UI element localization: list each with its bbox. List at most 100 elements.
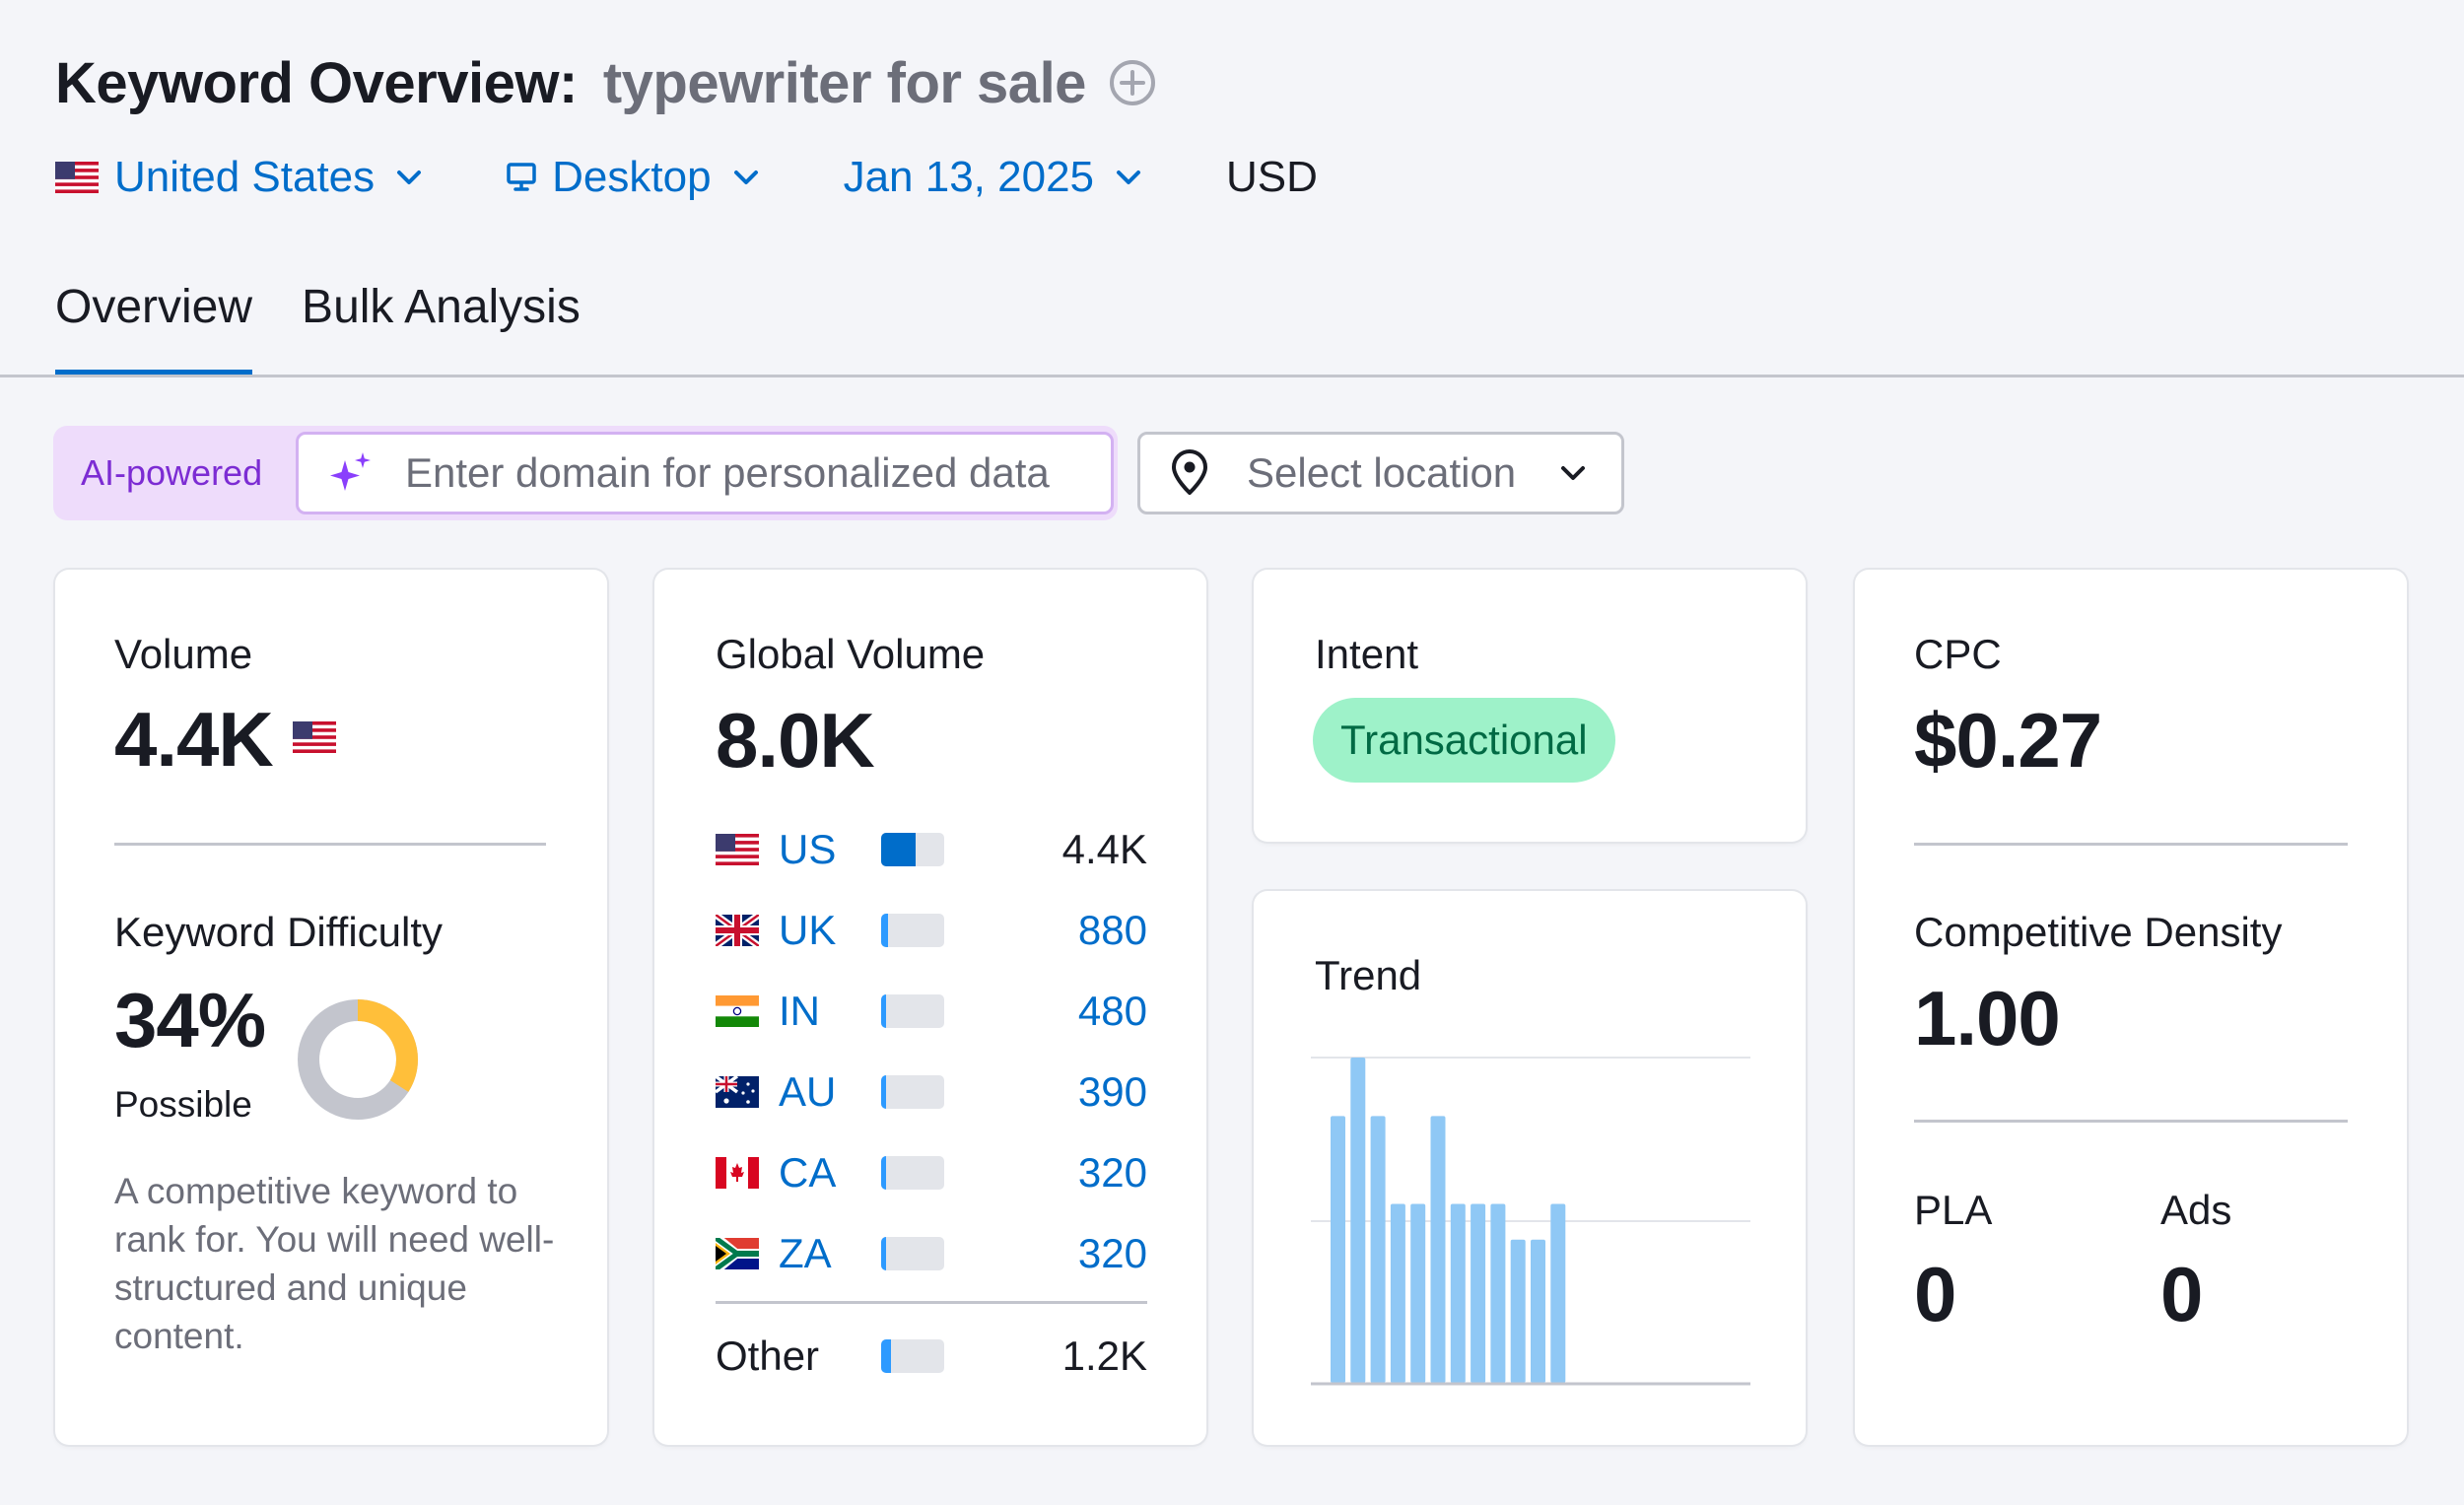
share-bar: [881, 1075, 944, 1109]
trend-bar[interactable]: [1410, 1203, 1426, 1384]
share-bar: [881, 994, 944, 1028]
date-filter[interactable]: Jan 13, 2025: [844, 153, 1143, 202]
global-volume-row-us[interactable]: US 4.4K: [716, 824, 1147, 875]
trend-bar[interactable]: [1510, 1239, 1526, 1383]
trend-bar[interactable]: [1531, 1239, 1545, 1383]
volume-label: Volume: [114, 631, 253, 677]
page-title: Keyword Overview:: [55, 50, 578, 115]
country-filter-label: United States: [114, 153, 376, 201]
location-pin-icon: [1166, 449, 1213, 497]
chevron-down-icon: [394, 168, 424, 187]
trend-bar[interactable]: [1471, 1203, 1486, 1384]
desktop-icon: [507, 163, 536, 192]
trend-bar[interactable]: [1430, 1116, 1446, 1383]
global-volume-row-au[interactable]: AU 390: [716, 1066, 1147, 1118]
uk-flag-icon: [716, 915, 759, 946]
tab-divider: [0, 375, 2464, 377]
share-bar-fill: [881, 1237, 886, 1270]
country-volume: 4.4K: [1061, 826, 1147, 872]
keyword-difficulty-description: A competitive keyword to rank for. You w…: [114, 1171, 555, 1356]
trend-bar[interactable]: [1490, 1203, 1506, 1384]
keyword-difficulty-level: Possible: [114, 1084, 252, 1125]
tab-bar: Overview Bulk Analysis: [55, 280, 630, 376]
country-volume[interactable]: 320: [1077, 1149, 1147, 1196]
au-flag-icon: [716, 1076, 759, 1108]
cpc-card: [1855, 570, 2407, 1445]
global-volume-value: 8.0K: [716, 697, 875, 784]
plus-circle-icon[interactable]: [1108, 58, 1157, 107]
za-flag-icon: [716, 1238, 759, 1269]
trend-bar[interactable]: [1450, 1203, 1466, 1384]
donut-arc: [298, 999, 418, 1120]
trend-bar[interactable]: [1331, 1116, 1345, 1383]
page-header: Keyword Overview: typewriter for sale: [55, 43, 1157, 122]
global-volume-divider: [716, 1301, 1147, 1304]
volume-value: 4.4K: [114, 695, 274, 783]
share-bar-fill: [881, 1156, 886, 1190]
intent-badge: Transactional: [1313, 698, 1615, 783]
us-flag-icon: [716, 834, 759, 865]
country-code: IN: [779, 988, 820, 1034]
location-select-placeholder: Select location: [1247, 449, 1517, 496]
country-volume[interactable]: 320: [1077, 1230, 1147, 1276]
keyword-difficulty-donut: [298, 999, 418, 1120]
cpc-label: CPC: [1914, 631, 2002, 677]
us-flag-icon: [55, 162, 99, 193]
cpc-value: $0.27: [1914, 697, 2102, 784]
domain-input-placeholder: Enter domain for personalized data: [405, 449, 1050, 496]
ai-powered-badge: AI-powered: [81, 452, 263, 493]
chevron-down-icon: [1114, 168, 1143, 187]
date-filter-label: Jan 13, 2025: [843, 153, 1095, 201]
global-volume-row-za[interactable]: ZA 320: [716, 1228, 1147, 1279]
keyword-difficulty-value: 34%: [114, 977, 266, 1063]
country-code: UK: [779, 907, 837, 953]
tab-overview[interactable]: Overview: [55, 280, 253, 376]
pla-label: PLA: [1914, 1187, 1993, 1233]
ca-flag-icon: [716, 1157, 759, 1189]
competitive-density-label: Competitive Density: [1914, 909, 2283, 955]
global-volume-label: Global Volume: [716, 631, 986, 677]
domain-input[interactable]: Enter domain for personalized data: [296, 432, 1114, 514]
keyword-difficulty-label: Keyword Difficulty: [114, 909, 444, 955]
country-volume[interactable]: 480: [1077, 988, 1147, 1034]
currency-label: USD: [1226, 153, 1318, 201]
share-bar-fill: [881, 994, 886, 1028]
global-volume-row-other: Other 1.2K: [716, 1331, 1147, 1382]
volume-value-row: 4.4K: [114, 690, 336, 788]
sparkle-icon: [324, 446, 377, 500]
country-volume[interactable]: 390: [1077, 1068, 1147, 1115]
country-code: CA: [779, 1149, 837, 1196]
device-filter-label: Desktop: [552, 153, 712, 201]
location-select[interactable]: Select location: [1137, 432, 1624, 514]
trend-bar[interactable]: [1390, 1203, 1405, 1384]
global-volume-row-uk[interactable]: UK 880: [716, 905, 1147, 956]
share-bar-fill: [881, 1339, 891, 1373]
ads-label: Ads: [2160, 1187, 2232, 1233]
device-filter[interactable]: Desktop: [507, 153, 760, 202]
country-code: US: [779, 826, 837, 872]
trend-bar[interactable]: [1370, 1116, 1386, 1383]
tab-bulk-analysis[interactable]: Bulk Analysis: [302, 281, 581, 333]
volume-divider: [114, 843, 546, 846]
share-bar: [881, 833, 944, 866]
trend-bar[interactable]: [1550, 1203, 1566, 1384]
country-filter[interactable]: United States: [55, 153, 424, 202]
trend-chart: [1311, 1057, 1750, 1386]
keyword-title: typewriter for sale: [602, 50, 1087, 115]
ads-value: 0: [2160, 1251, 2203, 1337]
filter-bar: United States Desktop Jan 13, 2025 USD: [55, 146, 1401, 209]
share-bar: [881, 1237, 944, 1270]
country-code: ZA: [779, 1230, 832, 1276]
us-flag-icon: [292, 720, 336, 758]
global-volume-row-ca[interactable]: CA 320: [716, 1147, 1147, 1198]
global-volume-row-in[interactable]: IN 480: [716, 986, 1147, 1037]
share-bar: [881, 1339, 944, 1373]
trend-bar[interactable]: [1350, 1058, 1366, 1383]
intent-label: Intent: [1315, 631, 1419, 677]
trend-card: [1254, 891, 1806, 1445]
share-bar-fill: [881, 1075, 886, 1109]
cpc-divider: [1914, 843, 2348, 846]
share-bar: [881, 1156, 944, 1190]
country-volume[interactable]: 880: [1077, 907, 1147, 953]
other-label: Other: [716, 1333, 820, 1379]
